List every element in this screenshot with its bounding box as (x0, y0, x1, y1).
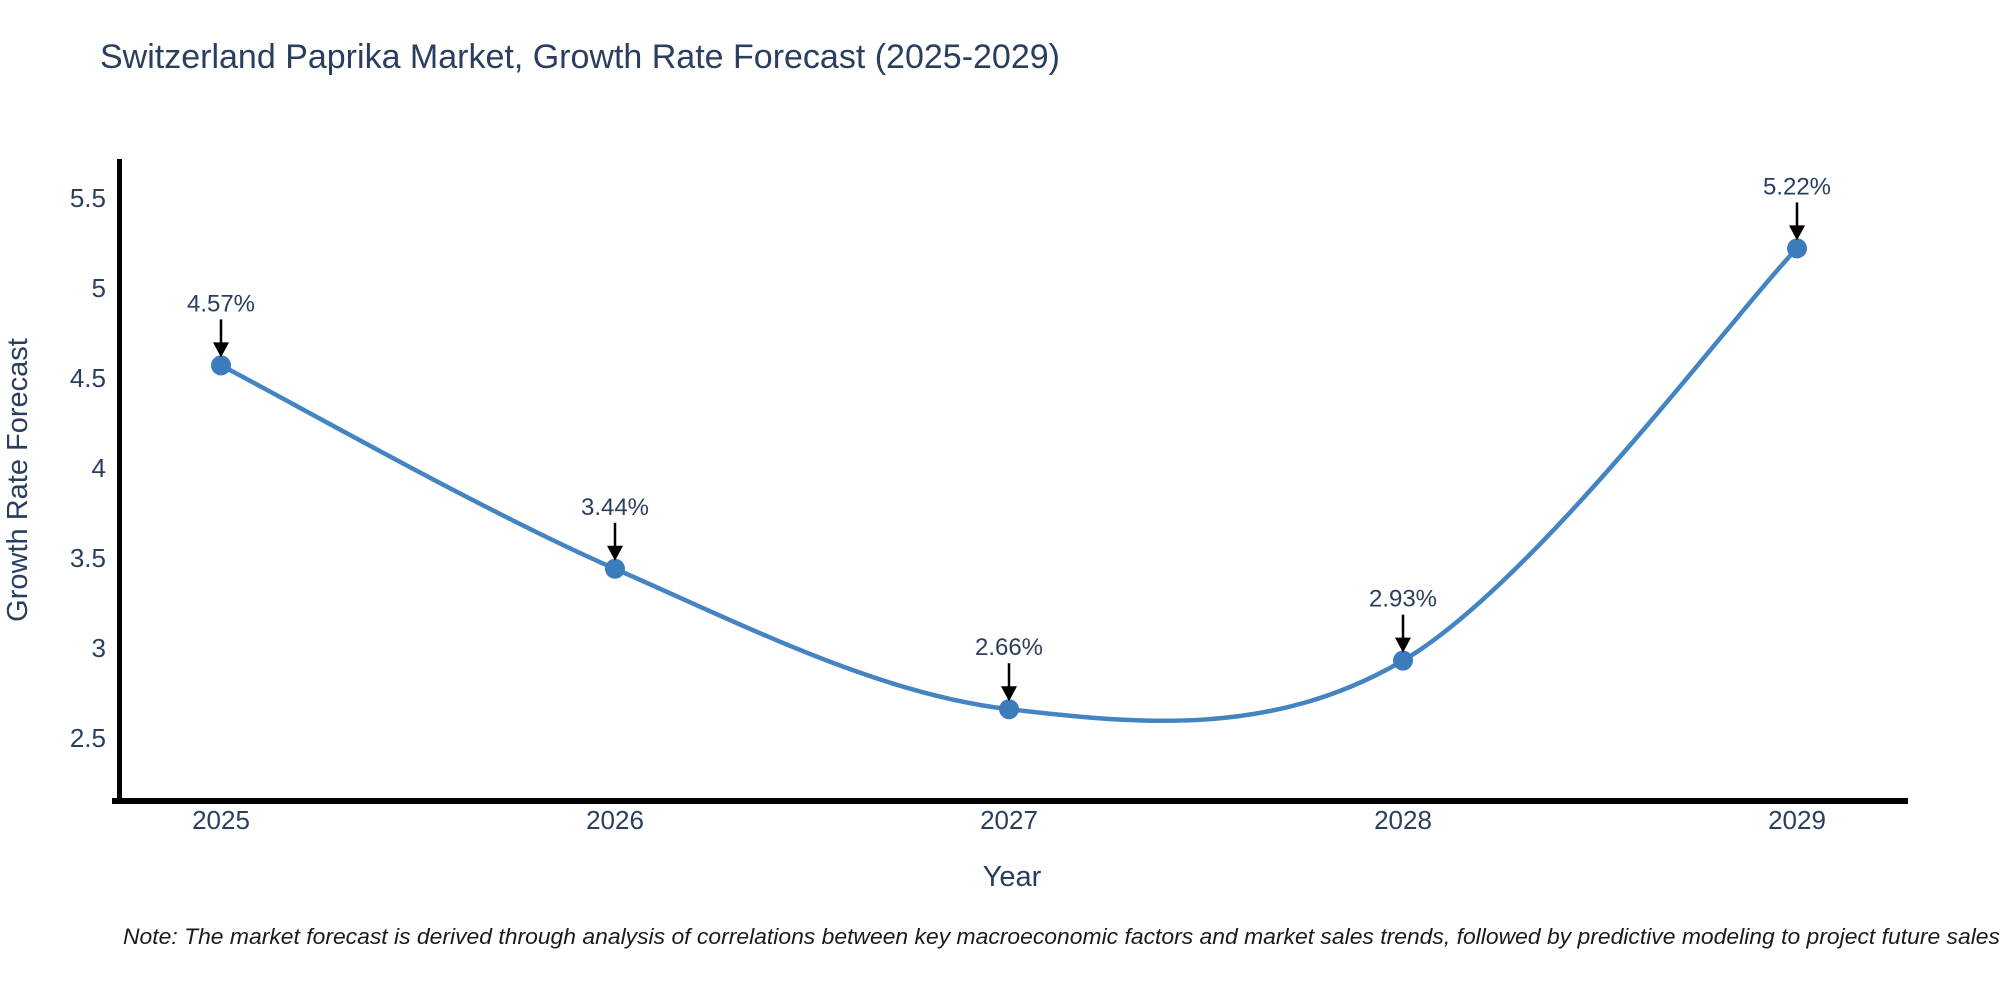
x-axis-title: Year (983, 861, 1042, 893)
data-point[interactable] (1393, 650, 1413, 671)
annotation-arrowhead-icon (607, 545, 623, 561)
data-point[interactable] (211, 355, 231, 376)
x-tick-label: 2025 (192, 805, 250, 835)
x-axis-line (112, 798, 1908, 804)
point-annotation-label: 3.44% (581, 494, 649, 521)
y-tick-label: 2.5 (70, 723, 106, 753)
x-tick-label: 2028 (1374, 805, 1432, 835)
y-axis-title: Growth Rate Forecast (2, 338, 34, 622)
point-annotation-label: 5.22% (1763, 173, 1831, 200)
point-annotation-label: 2.93% (1369, 586, 1437, 613)
x-tick-labels: 2025 2026 2027 2028 2029 (192, 805, 1826, 835)
data-point[interactable] (605, 558, 625, 579)
x-tick-label: 2029 (1768, 805, 1826, 835)
data-point[interactable] (1787, 238, 1807, 259)
annotation-arrowhead-icon (1001, 686, 1017, 702)
footnote: Note: The market forecast is derived thr… (123, 924, 2000, 949)
y-tick-label: 3.5 (70, 543, 106, 573)
y-tick-label: 5.5 (70, 183, 106, 213)
annotation-arrowhead-icon (1789, 225, 1805, 241)
annotation-arrowhead-icon (1395, 637, 1411, 653)
trace-spline (211, 238, 1807, 724)
point-annotation-label: 2.66% (975, 634, 1043, 661)
annotation-arrowhead-icon (213, 342, 229, 358)
x-tick-label: 2026 (586, 805, 644, 835)
y-tick-label: 3 (92, 633, 106, 663)
chart-title: Switzerland Paprika Market, Growth Rate … (100, 38, 1060, 76)
y-tick-labels: 2.5 3 3.5 4 4.5 5 5.5 (70, 183, 106, 753)
y-tick-label: 4.5 (70, 363, 106, 393)
y-tick-label: 4 (92, 453, 106, 483)
x-tick-label: 2027 (980, 805, 1038, 835)
data-point[interactable] (999, 699, 1019, 720)
y-tick-label: 5 (92, 273, 106, 303)
point-annotations: 4.57% 3.44% 2.66% 2.93% 5.22% (187, 173, 1831, 702)
y-axis-line (117, 159, 122, 801)
point-annotation-label: 4.57% (187, 290, 255, 317)
